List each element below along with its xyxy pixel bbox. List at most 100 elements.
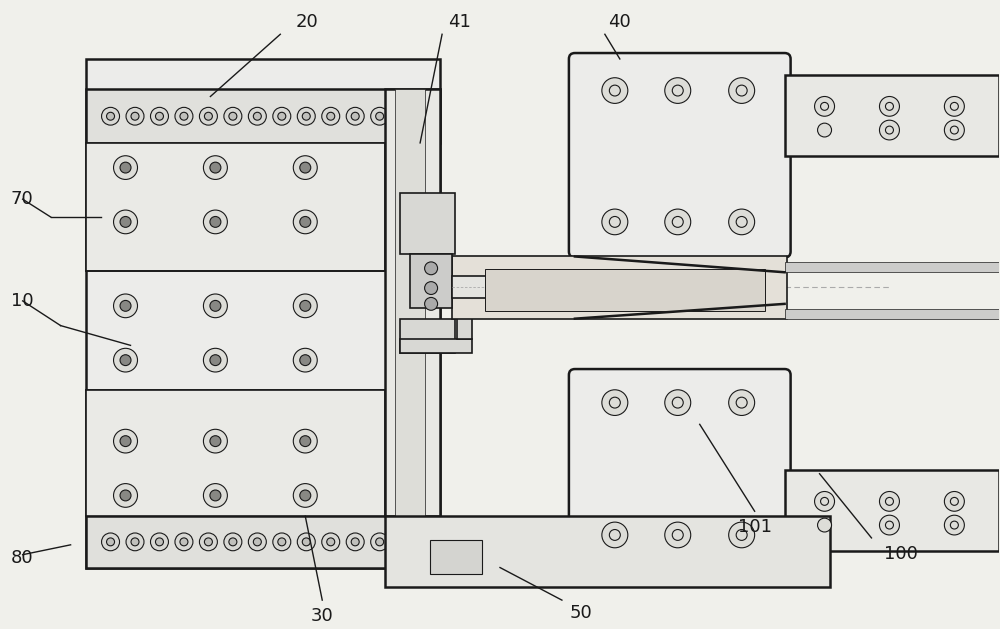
Circle shape (107, 538, 115, 546)
Circle shape (944, 515, 964, 535)
Bar (86, 516, 440, 567)
Circle shape (425, 282, 438, 294)
Circle shape (253, 113, 261, 120)
Circle shape (729, 390, 755, 416)
Circle shape (203, 348, 227, 372)
Circle shape (131, 538, 139, 546)
Circle shape (815, 491, 835, 511)
Circle shape (210, 301, 221, 311)
Circle shape (376, 538, 384, 546)
Bar (785, 470, 999, 551)
Circle shape (293, 429, 317, 453)
Circle shape (224, 533, 242, 551)
Circle shape (120, 490, 131, 501)
Circle shape (102, 108, 120, 125)
Text: 30: 30 (311, 607, 334, 625)
Circle shape (371, 108, 389, 125)
Circle shape (322, 108, 340, 125)
Bar (785, 262, 999, 272)
Circle shape (293, 294, 317, 318)
Polygon shape (575, 257, 785, 272)
Circle shape (351, 538, 359, 546)
Circle shape (425, 262, 438, 275)
Circle shape (300, 162, 311, 173)
Circle shape (203, 156, 227, 179)
Circle shape (120, 355, 131, 365)
Circle shape (114, 429, 138, 453)
Bar (86, 89, 440, 143)
Circle shape (602, 78, 628, 103)
Circle shape (376, 113, 384, 120)
Circle shape (815, 96, 835, 116)
Circle shape (879, 120, 899, 140)
Circle shape (273, 533, 291, 551)
Bar (86, 59, 440, 567)
Circle shape (297, 108, 315, 125)
Bar (785, 75, 999, 156)
FancyBboxPatch shape (569, 369, 791, 574)
Circle shape (199, 108, 217, 125)
Circle shape (224, 108, 242, 125)
Circle shape (400, 113, 408, 120)
Bar (430, 540, 482, 574)
Circle shape (818, 123, 832, 137)
Circle shape (327, 113, 335, 120)
Circle shape (729, 522, 755, 548)
Circle shape (175, 533, 193, 551)
Circle shape (665, 78, 691, 103)
Circle shape (602, 390, 628, 416)
Circle shape (229, 113, 237, 120)
FancyBboxPatch shape (569, 53, 791, 257)
Circle shape (126, 108, 144, 125)
Circle shape (175, 108, 193, 125)
Circle shape (278, 113, 286, 120)
Text: 40: 40 (608, 13, 631, 31)
Circle shape (229, 538, 237, 546)
Circle shape (180, 538, 188, 546)
Circle shape (665, 522, 691, 548)
Circle shape (150, 108, 168, 125)
Bar (452, 276, 627, 298)
Circle shape (253, 538, 261, 546)
Circle shape (879, 515, 899, 535)
Bar (452, 257, 787, 319)
Circle shape (400, 538, 408, 546)
Circle shape (293, 348, 317, 372)
Circle shape (879, 96, 899, 116)
Text: 80: 80 (11, 548, 33, 567)
Circle shape (395, 533, 413, 551)
Circle shape (131, 113, 139, 120)
Text: 10: 10 (11, 292, 33, 310)
Circle shape (293, 156, 317, 179)
Circle shape (327, 538, 335, 546)
Circle shape (114, 294, 138, 318)
Circle shape (879, 491, 899, 511)
Circle shape (302, 538, 310, 546)
Circle shape (210, 355, 221, 365)
Circle shape (203, 484, 227, 508)
Circle shape (300, 301, 311, 311)
Circle shape (273, 108, 291, 125)
Text: 70: 70 (11, 190, 33, 208)
Circle shape (300, 216, 311, 227)
Circle shape (203, 210, 227, 234)
Circle shape (322, 533, 340, 551)
Bar (785, 309, 999, 319)
Circle shape (665, 390, 691, 416)
Circle shape (346, 533, 364, 551)
Circle shape (155, 113, 163, 120)
Circle shape (665, 209, 691, 235)
Circle shape (729, 78, 755, 103)
Circle shape (155, 538, 163, 546)
Circle shape (278, 538, 286, 546)
Circle shape (126, 533, 144, 551)
Circle shape (120, 301, 131, 311)
Circle shape (203, 429, 227, 453)
Circle shape (203, 294, 227, 318)
Circle shape (351, 113, 359, 120)
Bar (385, 89, 440, 516)
Text: 100: 100 (884, 545, 918, 563)
Circle shape (114, 210, 138, 234)
Bar (385, 516, 830, 587)
Bar (400, 340, 472, 353)
